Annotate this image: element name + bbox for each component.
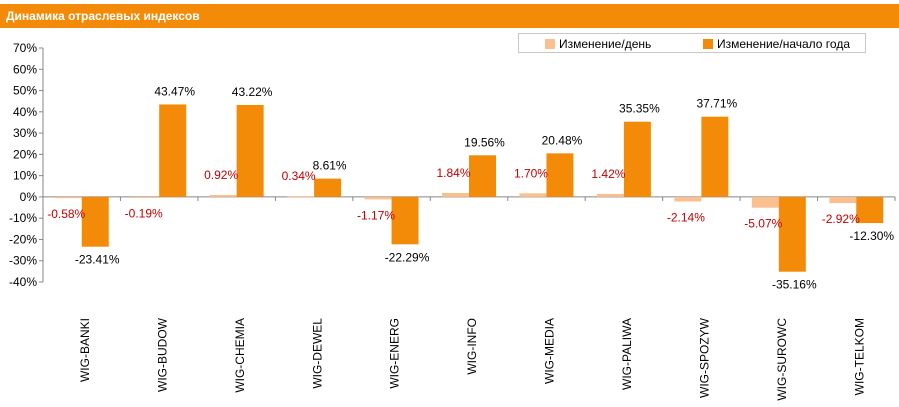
data-label-ytd: 20.48% [542,133,583,147]
data-label-daily: 0.92% [204,168,238,182]
x-tick-label: WIG-INFO [465,318,479,375]
bar-ytd [469,155,496,197]
chart-title-bar: Динамика отраслевых индексов [0,4,899,28]
data-label-ytd: 43.47% [154,84,195,98]
bar-daily [751,196,779,208]
data-label-ytd: 8.61% [313,159,347,173]
bar-daily [54,196,82,199]
x-tick-label: WIG-BANKI [78,318,92,382]
x-tick-label: WIG-MEDIA [543,318,557,384]
data-label-daily: 0.34% [282,169,316,183]
x-tick-label: WIG-PALIWA [620,318,634,390]
x-tick-label: WIG-ENERG [388,318,402,389]
y-tick-label: 20% [13,147,37,161]
bar-daily [674,196,702,202]
bar-daily [209,194,237,197]
x-tick-label: WIG-TELKOM [852,318,866,395]
bar-daily [596,193,624,197]
x-tick-label: WIG-BUDOW [155,317,169,392]
bar-ytd [391,196,419,245]
chart-legend: Изменение/день Изменение/начало года [518,33,866,53]
legend-label-daily: Изменение/день [559,37,652,51]
y-tick-label: 40% [13,105,37,119]
y-tick-label: 10% [13,169,37,183]
bar-daily [287,196,315,198]
x-tick-label: WIG-SUROWC [775,318,789,401]
x-tick-label: WIG-SPOZYW [698,317,712,398]
y-tick-label: 70% [13,41,37,55]
legend-swatch-ytd [703,39,713,49]
y-tick-label: -40% [9,275,37,289]
bar-ytd [623,121,651,197]
data-label-ytd: 37.71% [697,97,738,111]
data-label-daily: 1.84% [436,166,470,180]
data-label-daily: -2.14% [667,210,705,224]
y-tick-label: 0% [20,190,38,204]
data-label-daily: -0.58% [47,207,85,221]
data-label-ytd: -22.29% [385,250,430,264]
bar-ytd [81,196,109,247]
data-label-ytd: -23.41% [75,253,120,267]
y-tick-label: 50% [13,84,37,98]
data-label-ytd: 19.56% [464,135,505,149]
legend-swatch-daily [545,39,555,49]
y-tick-label: -30% [9,254,37,268]
data-label-daily: 1.42% [591,167,625,181]
chart-title: Динамика отраслевых индексов [6,9,200,23]
bar-ytd [159,104,187,197]
y-tick-label: -20% [9,232,37,246]
data-label-daily: -0.19% [125,206,163,220]
data-label-daily: -5.07% [744,217,782,231]
data-label-daily: -2.92% [822,212,860,226]
legend-item-daily: Изменение/день [545,37,651,51]
data-label-daily: 1.70% [514,166,548,180]
bar-ytd [856,196,884,224]
x-tick-label: WIG-CHEMIA [233,318,247,393]
data-label-daily: -1.17% [357,208,395,222]
legend-item-ytd: Изменение/начало года [703,37,850,51]
data-label-ytd: 35.35% [619,102,660,116]
bar-daily [132,196,160,198]
bar-ytd [314,178,342,197]
bar-ytd [236,104,264,197]
bar-ytd [546,153,574,197]
x-tick-label: WIG-DEWEL [310,318,324,389]
bar-daily [829,196,857,204]
data-label-ytd: -35.16% [772,278,817,292]
data-label-ytd: -12.30% [849,229,894,243]
bar-daily [442,192,469,197]
bar-daily [364,196,392,200]
bar-ytd [778,196,806,272]
y-tick-label: 60% [13,62,37,76]
y-tick-label: -10% [9,211,37,225]
legend-label-ytd: Изменение/начало года [717,37,850,51]
data-label-ytd: 43.22% [232,85,273,99]
y-tick-label: 30% [13,126,37,140]
bar-daily [519,193,547,197]
bar-ytd [701,116,729,197]
